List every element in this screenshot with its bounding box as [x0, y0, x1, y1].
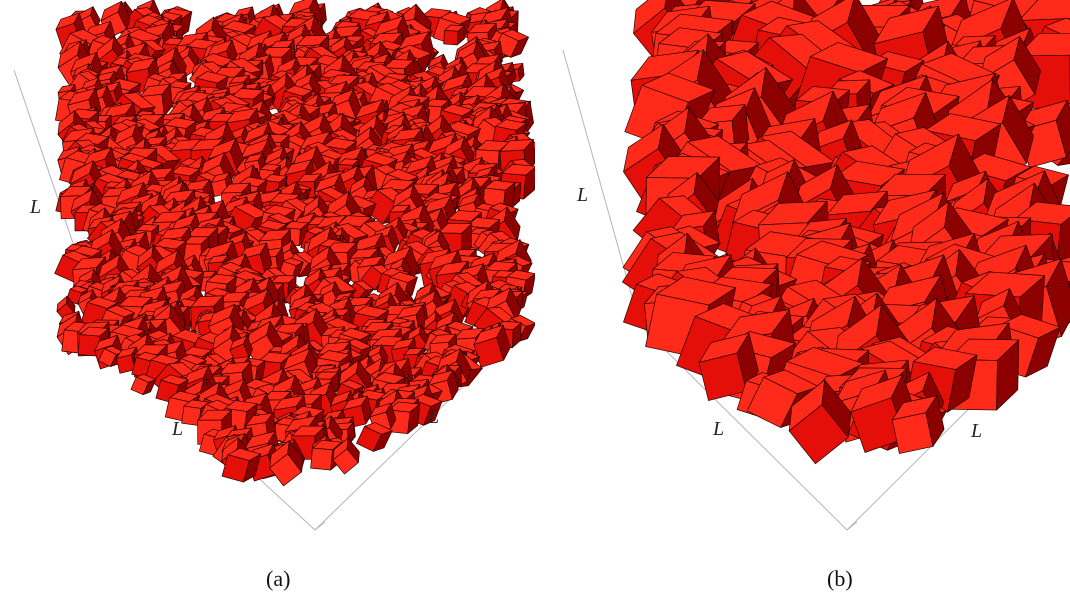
axis-tick-1	[846, 521, 858, 531]
cube-packing-a	[13, 0, 535, 531]
cube	[891, 395, 945, 454]
axis-line-left-base	[639, 324, 848, 531]
cube	[437, 222, 473, 258]
axis-label-right-b: L	[971, 420, 983, 442]
cube	[698, 332, 759, 401]
axis-label-left-b: L	[713, 418, 725, 440]
axis-label-vertical-a: L	[30, 196, 42, 218]
cube	[332, 437, 360, 475]
axis-tick-1	[314, 521, 326, 531]
panel-b: L L L (b)	[535, 0, 1070, 602]
cube-cloud	[54, 0, 535, 487]
panel-a: L L L (a)	[13, 0, 535, 591]
axis-label-left-a: L	[172, 418, 184, 440]
cube-packing-b	[562, 0, 1070, 531]
cube	[443, 24, 465, 46]
cube	[130, 373, 157, 396]
cube	[356, 422, 393, 452]
cube	[56, 295, 76, 322]
cube	[221, 447, 262, 483]
cube	[269, 440, 304, 487]
axis-label-vertical-b: L	[577, 184, 589, 206]
caption-a: (a)	[266, 566, 291, 591]
axis-label-right-a: L	[428, 406, 440, 428]
cube	[473, 324, 511, 368]
cube	[788, 379, 852, 465]
caption-b: (b)	[827, 566, 853, 591]
cube-cloud	[622, 0, 1070, 465]
